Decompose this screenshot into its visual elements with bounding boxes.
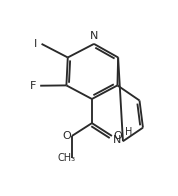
Text: F: F xyxy=(30,81,36,91)
Text: N: N xyxy=(113,135,122,145)
Text: CH₃: CH₃ xyxy=(58,153,76,163)
Text: N: N xyxy=(90,31,99,41)
Text: O: O xyxy=(62,131,71,141)
Text: I: I xyxy=(34,39,37,49)
Text: O: O xyxy=(113,131,122,141)
Text: H: H xyxy=(125,127,132,137)
